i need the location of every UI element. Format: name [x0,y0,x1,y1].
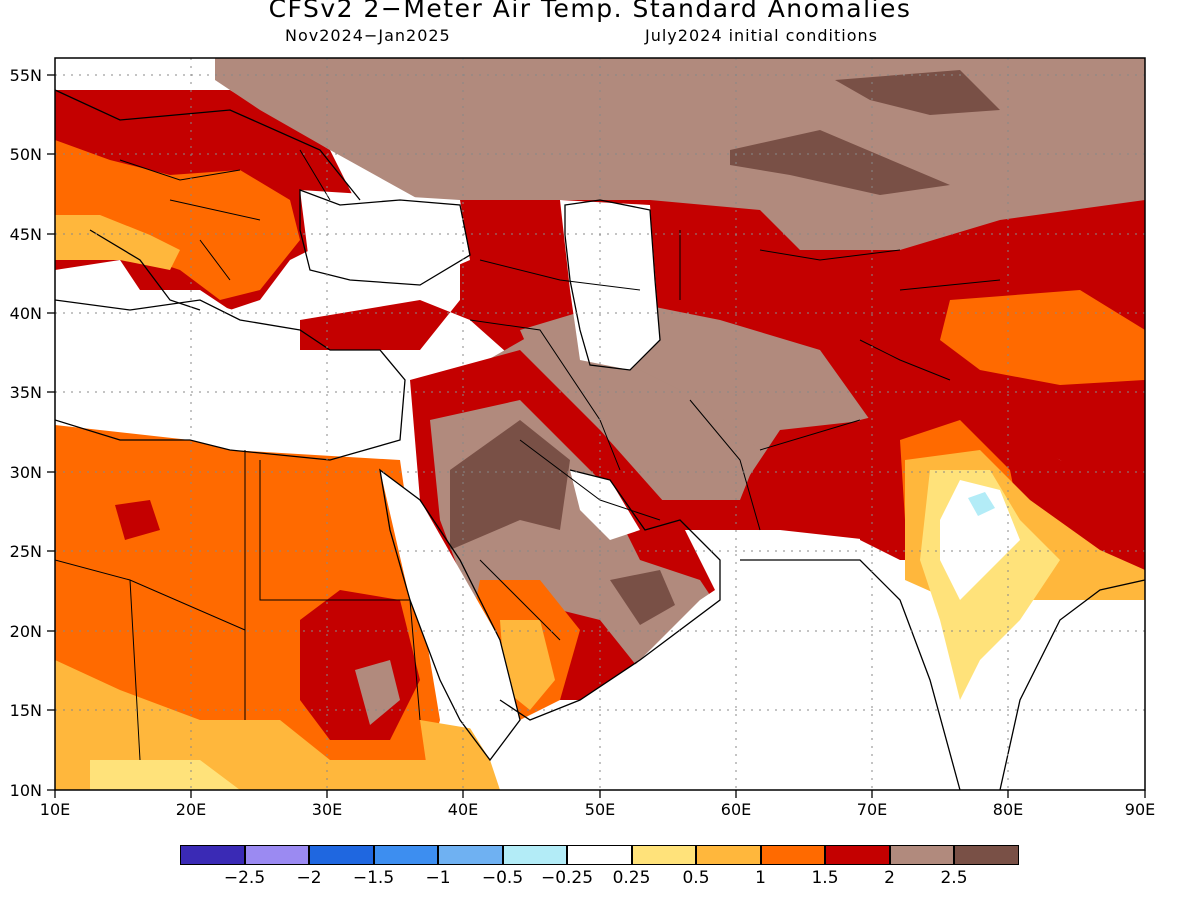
legend-swatch [438,845,503,865]
legend-label: 0.25 [612,868,651,888]
legend-label: −1 [425,868,451,888]
lat-label: 20N [10,622,42,641]
caspian-sea [560,200,660,370]
asia-dark-1 [835,70,1000,115]
lon-label: 90E [1125,800,1155,819]
lon-label: 60E [721,800,751,819]
legend-label: −2.5 [223,868,266,888]
legend-label: −2 [296,868,322,888]
africa-yellow [55,660,480,790]
lat-label: 40N [10,304,42,323]
lat-label: 25N [10,542,42,561]
legend-swatch [760,845,825,865]
africa-brown [355,660,400,725]
india-cyan [968,492,995,516]
africa-red-2 [115,500,160,540]
lon-label: 80E [993,800,1023,819]
lat-label: 50N [10,145,42,164]
bay-of-bengal [1000,600,1145,790]
legend-label: 1.5 [811,868,839,888]
initial-conditions: July2024 initial conditions [645,26,878,45]
lat-label: 35N [10,383,42,402]
lon-label: 50E [585,800,615,819]
lon-label: 40E [448,800,478,819]
persian-gulf [570,470,640,540]
forecast-period: Nov2024−Jan2025 [285,26,451,45]
asia-dark-2 [730,130,950,195]
black-sea [300,190,470,290]
legend-swatch [244,845,309,865]
coastlines [55,89,1145,790]
lat-label: 45N [10,225,42,244]
legend-swatch [309,845,374,865]
legend-label: 2 [884,868,895,888]
legend-label: 2.5 [940,868,968,888]
lat-label: 15N [10,701,42,720]
legend-swatch [631,845,696,865]
legend-swatch [825,845,890,865]
europe-yellow [55,215,180,270]
legend-swatch [889,845,954,865]
arabia-yellow [500,620,555,710]
lon-label: 20E [176,800,206,819]
india-white [940,480,1020,600]
legend-label: −1.5 [352,868,395,888]
lat-labels: 55N 50N 45N 40N 35N 30N 25N 20N 15N 10N [10,66,42,800]
legend-swatch [954,845,1019,865]
legend-swatch [502,845,567,865]
europe-orange [55,140,300,300]
lon-label: 30E [312,800,342,819]
legend-label: 0.5 [682,868,710,888]
lat-label: 30N [10,463,42,482]
arabia-dark-2 [610,570,675,625]
arabia-dark [450,420,570,550]
legend-swatch [567,845,632,865]
lat-label: 55N [10,66,42,85]
arabian-sea [600,560,960,790]
legend-label: 1 [755,868,766,888]
legend-swatch [373,845,438,865]
lon-label: 10E [40,800,70,819]
lon-labels: 10E 20E 30E 40E 50E 60E 70E 80E 90E [40,800,1155,819]
anomaly-fills [55,58,1145,790]
africa-yellow-2 [90,760,240,790]
borders [55,149,1001,761]
legend-label: −0.5 [481,868,524,888]
legend-label: −0.25 [540,868,594,888]
legend-swatch [180,845,245,865]
lon-label: 70E [857,800,887,819]
lat-label: 10N [10,781,42,800]
chart-title: CFSv2 2−Meter Air Temp. Standard Anomali… [268,0,912,23]
grid-lines [55,58,1145,790]
mediterranean [55,300,400,450]
red-sea [380,470,520,760]
asia-east-orange [940,290,1145,385]
legend-swatch [696,845,761,865]
tick-marks [47,74,1146,798]
